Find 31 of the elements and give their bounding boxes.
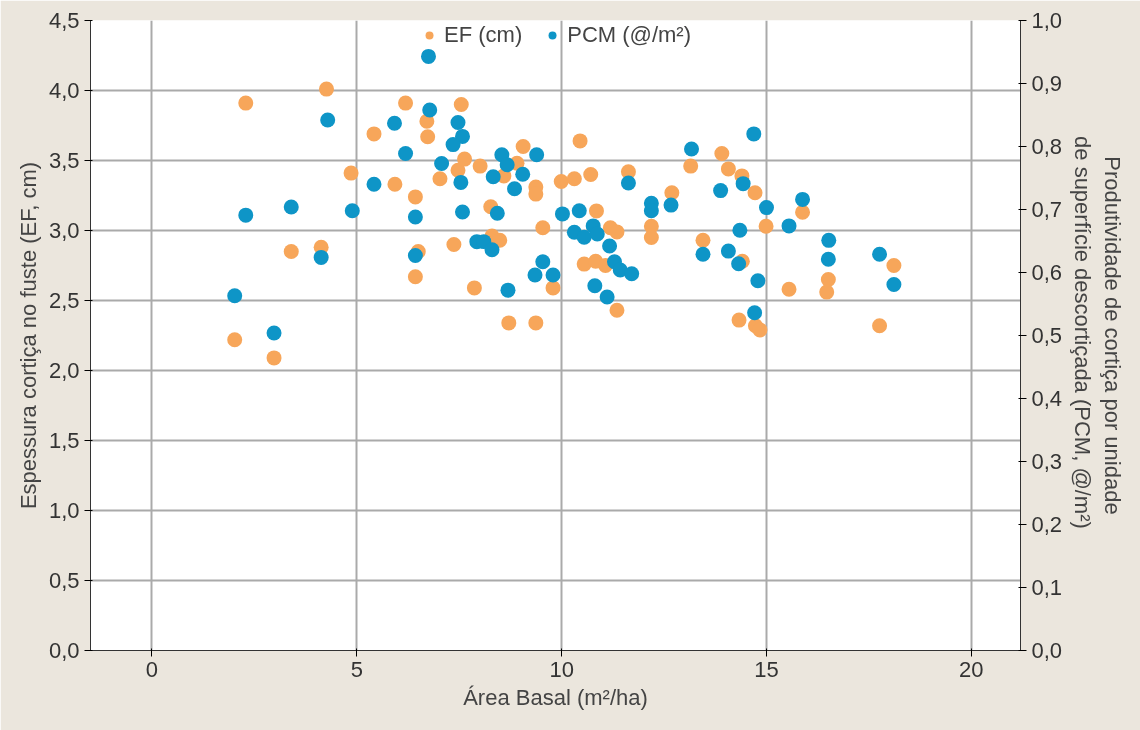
y2-tick-label: 1,0 <box>1031 8 1063 33</box>
y-tick-label: 0,0 <box>48 638 80 663</box>
legend-label: PCM (@/m²) <box>567 22 691 48</box>
y-tick-label: 3,5 <box>48 148 80 173</box>
y2-tick-label: 0,5 <box>1031 323 1063 348</box>
y-tick-label: 1,0 <box>48 498 80 523</box>
x-tick-label: 20 <box>959 656 984 682</box>
y-tick-label: 4,0 <box>48 78 80 103</box>
y2-tick-label: 0,2 <box>1031 512 1063 537</box>
y-tick-label: 4,5 <box>48 8 80 33</box>
y2-tick-label: 0,8 <box>1031 134 1063 159</box>
y2-tick-label: 0,9 <box>1031 71 1063 96</box>
y-tick-label: 0,5 <box>48 568 80 593</box>
y2-tick-label: 0,7 <box>1031 197 1063 222</box>
y2-axis-title: Produtividade de cortiça por unidade de superfície descortiçada (PCM, @/m²) <box>1070 136 1126 529</box>
y-axis-title: Espessura cortiça no fuste (EF, cm) <box>15 161 41 510</box>
y2-tick-label: 0,6 <box>1031 260 1063 285</box>
y-tick-label: 3,0 <box>48 218 80 243</box>
y-tick-label: 2,0 <box>48 358 80 383</box>
y2-tick-label: 0,0 <box>1031 638 1063 663</box>
y-tick-label: 1,5 <box>48 428 80 453</box>
y2-tick-label: 0,3 <box>1031 449 1063 474</box>
x-tick-label: 5 <box>350 656 363 682</box>
y-tick-label: 2,5 <box>48 288 80 313</box>
legend-label: EF (cm) <box>444 22 523 48</box>
y2-tick-label: 0,4 <box>1031 386 1063 411</box>
x-tick-label: 10 <box>549 656 574 682</box>
y2-tick-label: 0,1 <box>1031 575 1063 600</box>
x-tick-label: 15 <box>754 656 779 682</box>
x-axis-title: Área Basal (m²/ha) <box>463 684 648 710</box>
x-tick-label: 0 <box>145 656 159 682</box>
